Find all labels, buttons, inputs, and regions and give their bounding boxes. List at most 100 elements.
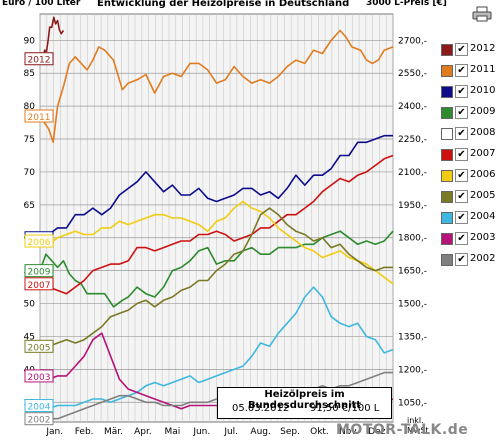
y-tick-right: 1950,- xyxy=(398,201,427,211)
series-tag-label: 2003 xyxy=(28,373,51,383)
series-tag-2002: 2002 xyxy=(24,412,54,426)
x-tick-label: Feb. xyxy=(75,427,94,437)
legend-item-2003[interactable]: ✔ 2003 xyxy=(438,229,498,250)
series-tag-box xyxy=(24,52,54,66)
y-tick-right: 1050,- xyxy=(398,398,427,408)
legend-checkbox[interactable]: ✔ xyxy=(455,190,468,203)
x-tick-label: Aug. xyxy=(250,427,270,437)
info-box-title: Heizölpreis im Bundesdurchschnitt xyxy=(247,389,362,411)
y-tick-right: 2550,- xyxy=(398,69,427,79)
y-tick-right: 1650,- xyxy=(398,267,427,277)
legend-checkbox[interactable]: ✔ xyxy=(455,232,468,245)
series-tag-box xyxy=(24,277,54,291)
legend-item-2008[interactable]: ✔ 2008 xyxy=(438,124,498,145)
watermark: MOTOR-TALK.de xyxy=(336,422,469,438)
legend-swatch xyxy=(441,65,453,77)
legend-item-2004[interactable]: ✔ 2004 xyxy=(438,208,498,229)
y-tick-left: 90 xyxy=(24,36,36,46)
legend-swatch xyxy=(441,107,453,119)
legend-checkbox[interactable]: ✔ xyxy=(455,211,468,224)
x-tick-label: Okt. xyxy=(310,427,329,437)
series-tag-2009: 2009 xyxy=(24,264,54,278)
legend-swatch xyxy=(441,44,453,56)
y-tick-right: 2700,- xyxy=(398,36,427,46)
y-tick-right: 2250,- xyxy=(398,135,427,145)
legend-item-2009[interactable]: ✔ 2009 xyxy=(438,103,498,124)
legend-label: 2008 xyxy=(470,127,496,138)
y-tick-right: 1500,- xyxy=(398,300,427,310)
series-tag-label: 2004 xyxy=(28,403,51,413)
legend-label: 2007 xyxy=(470,148,496,159)
series-tag-label: 2012 xyxy=(28,56,51,66)
x-end-label: inkl. xyxy=(407,416,424,425)
legend: ✔ 2012 ✔ 2011 ✔ 2010 ✔ 2009 ✔ 2008 ✔ 2007 ✔ 2006 ✔ 2005… xyxy=(438,40,498,271)
legend-item-2006[interactable]: ✔ 2006 xyxy=(438,166,498,187)
y-tick-left: 50 xyxy=(24,300,36,310)
series-tag-2007: 2007 xyxy=(24,277,54,291)
y-tick-right: 2100,- xyxy=(398,168,427,178)
series-tag-box xyxy=(24,369,54,383)
series-tag-box xyxy=(24,399,54,413)
y-tick-right: 1200,- xyxy=(398,365,427,375)
legend-swatch xyxy=(441,191,453,203)
legend-checkbox[interactable]: ✔ xyxy=(455,253,468,266)
legend-checkbox[interactable]: ✔ xyxy=(455,106,468,119)
x-tick-label: Nov. xyxy=(339,427,359,437)
series-tag-box xyxy=(24,339,54,353)
series-tag-box xyxy=(24,412,54,426)
legend-swatch xyxy=(441,170,453,182)
series-tag-label: 2002 xyxy=(28,416,51,426)
x-tick-label: Mai xyxy=(164,427,180,437)
y-tick-left: 65 xyxy=(24,201,35,211)
series-tag-2012: 2012 xyxy=(24,52,54,66)
legend-swatch xyxy=(441,233,453,245)
printer-icon[interactable] xyxy=(472,6,492,22)
y-tick-left: 70 xyxy=(24,168,36,178)
series-line-2007 xyxy=(39,154,394,295)
legend-checkbox[interactable]: ✔ xyxy=(455,85,468,98)
y-tick-right: 1350,- xyxy=(398,332,427,342)
info-box-date: 05.03.2012 xyxy=(232,403,290,414)
legend-checkbox[interactable]: ✔ xyxy=(455,127,468,140)
series-line-2004 xyxy=(39,286,394,410)
legend-swatch xyxy=(441,86,453,98)
y-tick-right: 2400,- xyxy=(398,102,427,112)
info-box: Heizölpreis im Bundesdurchschnitt 05.03.… xyxy=(217,387,392,419)
series-tag-2003: 2003 xyxy=(24,369,54,383)
y-tick-left: 45 xyxy=(24,332,35,342)
x-tick-label: Dez. xyxy=(368,427,388,437)
series-tag-2004: 2004 xyxy=(24,399,54,413)
series-tag-box xyxy=(24,109,54,123)
x-tick-label: Apr. xyxy=(134,427,152,437)
legend-item-2012[interactable]: ✔ 2012 xyxy=(438,40,498,61)
legend-checkbox[interactable]: ✔ xyxy=(455,64,468,77)
series-tag-label: 2006 xyxy=(28,238,51,248)
legend-item-2011[interactable]: ✔ 2011 xyxy=(438,61,498,82)
legend-checkbox[interactable]: ✔ xyxy=(455,148,468,161)
legend-swatch xyxy=(441,254,453,266)
legend-item-2002[interactable]: ✔ 2002 xyxy=(438,250,498,271)
legend-checkbox[interactable]: ✔ xyxy=(455,169,468,182)
legend-label: 2012 xyxy=(470,43,496,54)
series-tag-box xyxy=(24,234,54,248)
y-tick-left: 80 xyxy=(24,102,36,112)
x-end-label: MwSt xyxy=(407,426,429,435)
y-tick-left: 75 xyxy=(24,135,35,145)
series-line-2005 xyxy=(40,207,393,348)
legend-checkbox[interactable]: ✔ xyxy=(455,43,468,56)
series-line-2012 xyxy=(39,16,65,63)
series-tag-box xyxy=(24,264,54,278)
legend-item-2005[interactable]: ✔ 2005 xyxy=(438,187,498,208)
series-tag-2006: 2006 xyxy=(24,234,54,248)
series-tag-label: 2009 xyxy=(28,268,51,278)
y-tick-right: 1800,- xyxy=(398,234,427,244)
legend-label: 2003 xyxy=(470,232,496,243)
series-tag-label: 2011 xyxy=(28,113,51,123)
x-tick-label: Jun. xyxy=(192,427,210,437)
x-tick-label: Sep. xyxy=(280,427,300,437)
legend-label: 2002 xyxy=(470,253,496,264)
legend-item-2007[interactable]: ✔ 2007 xyxy=(438,145,498,166)
legend-item-2010[interactable]: ✔ 2010 xyxy=(438,82,498,103)
series-line-2006 xyxy=(39,200,394,285)
